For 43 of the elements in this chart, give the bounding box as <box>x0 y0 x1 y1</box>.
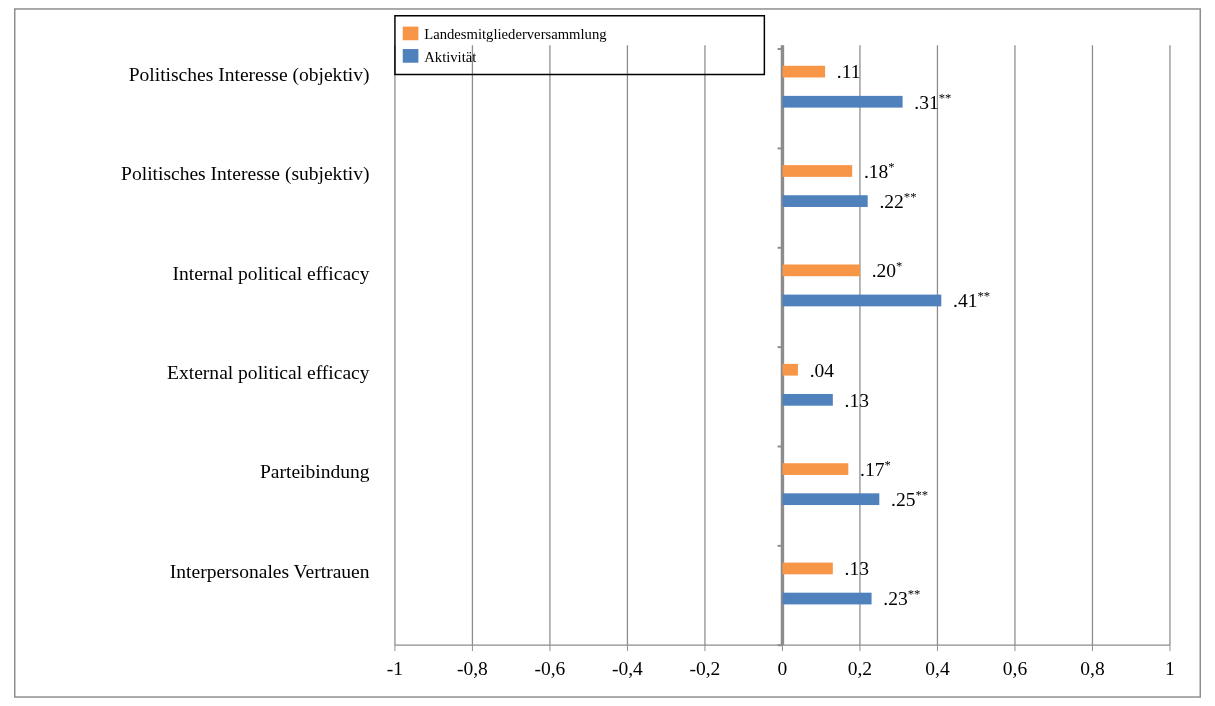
data-label: .31$^{**}$ <box>914 90 952 113</box>
x-tick-label: -0,2 <box>689 657 721 679</box>
bar <box>782 562 833 575</box>
x-tick-label: 0,4 <box>925 657 950 679</box>
x-tick-label: 1 <box>1165 657 1175 679</box>
x-tick-label: 0,8 <box>1080 657 1105 679</box>
x-tick-label: 0 <box>777 657 788 679</box>
data-label: .20$^{*}$ <box>871 259 903 282</box>
bar <box>782 65 826 78</box>
x-tick-label: -1 <box>386 657 404 679</box>
bar <box>782 592 872 605</box>
x-tick-label: -0,8 <box>456 657 489 679</box>
data-label: .13 <box>844 389 869 411</box>
y-tick-label: Politisches Interesse (subjektiv) <box>121 163 370 186</box>
data-label: .22$^{**}$ <box>879 189 917 212</box>
x-tick-label: -0,4 <box>611 657 644 679</box>
x-tick-label: 0,2 <box>847 657 873 679</box>
bar <box>782 363 798 376</box>
bar <box>782 493 880 506</box>
y-tick-label: Internal political efficacy <box>172 262 370 284</box>
data-label: .13 <box>844 558 869 580</box>
bar <box>782 463 849 475</box>
bar <box>782 294 942 307</box>
bar <box>782 393 833 406</box>
y-tick-label: External political efficacy <box>167 361 370 383</box>
bar <box>782 95 903 108</box>
y-tick-label: Interpersonales Vertrauen <box>169 560 370 582</box>
x-tick-label: -0,6 <box>534 657 566 679</box>
y-tick-label: Parteibindung <box>259 461 370 483</box>
data-label: .04 <box>809 359 835 381</box>
data-label: .18$^{*}$ <box>863 159 895 182</box>
bar <box>782 195 868 207</box>
data-label: .11 <box>836 61 861 83</box>
y-tick-label: Politisches Interesse (objektiv) <box>128 63 370 86</box>
legend-label: Aktivität <box>424 48 477 65</box>
data-label: .25$^{**}$ <box>891 488 929 511</box>
bar <box>782 165 853 177</box>
bar <box>782 264 860 277</box>
legend-label: Landesmitgliederversammlung <box>424 26 608 43</box>
data-label: .41$^{**}$ <box>953 289 991 312</box>
x-tick-label: 0,6 <box>1002 657 1028 679</box>
data-label: .23$^{**}$ <box>883 587 921 610</box>
data-label: .17$^{*}$ <box>860 457 891 480</box>
